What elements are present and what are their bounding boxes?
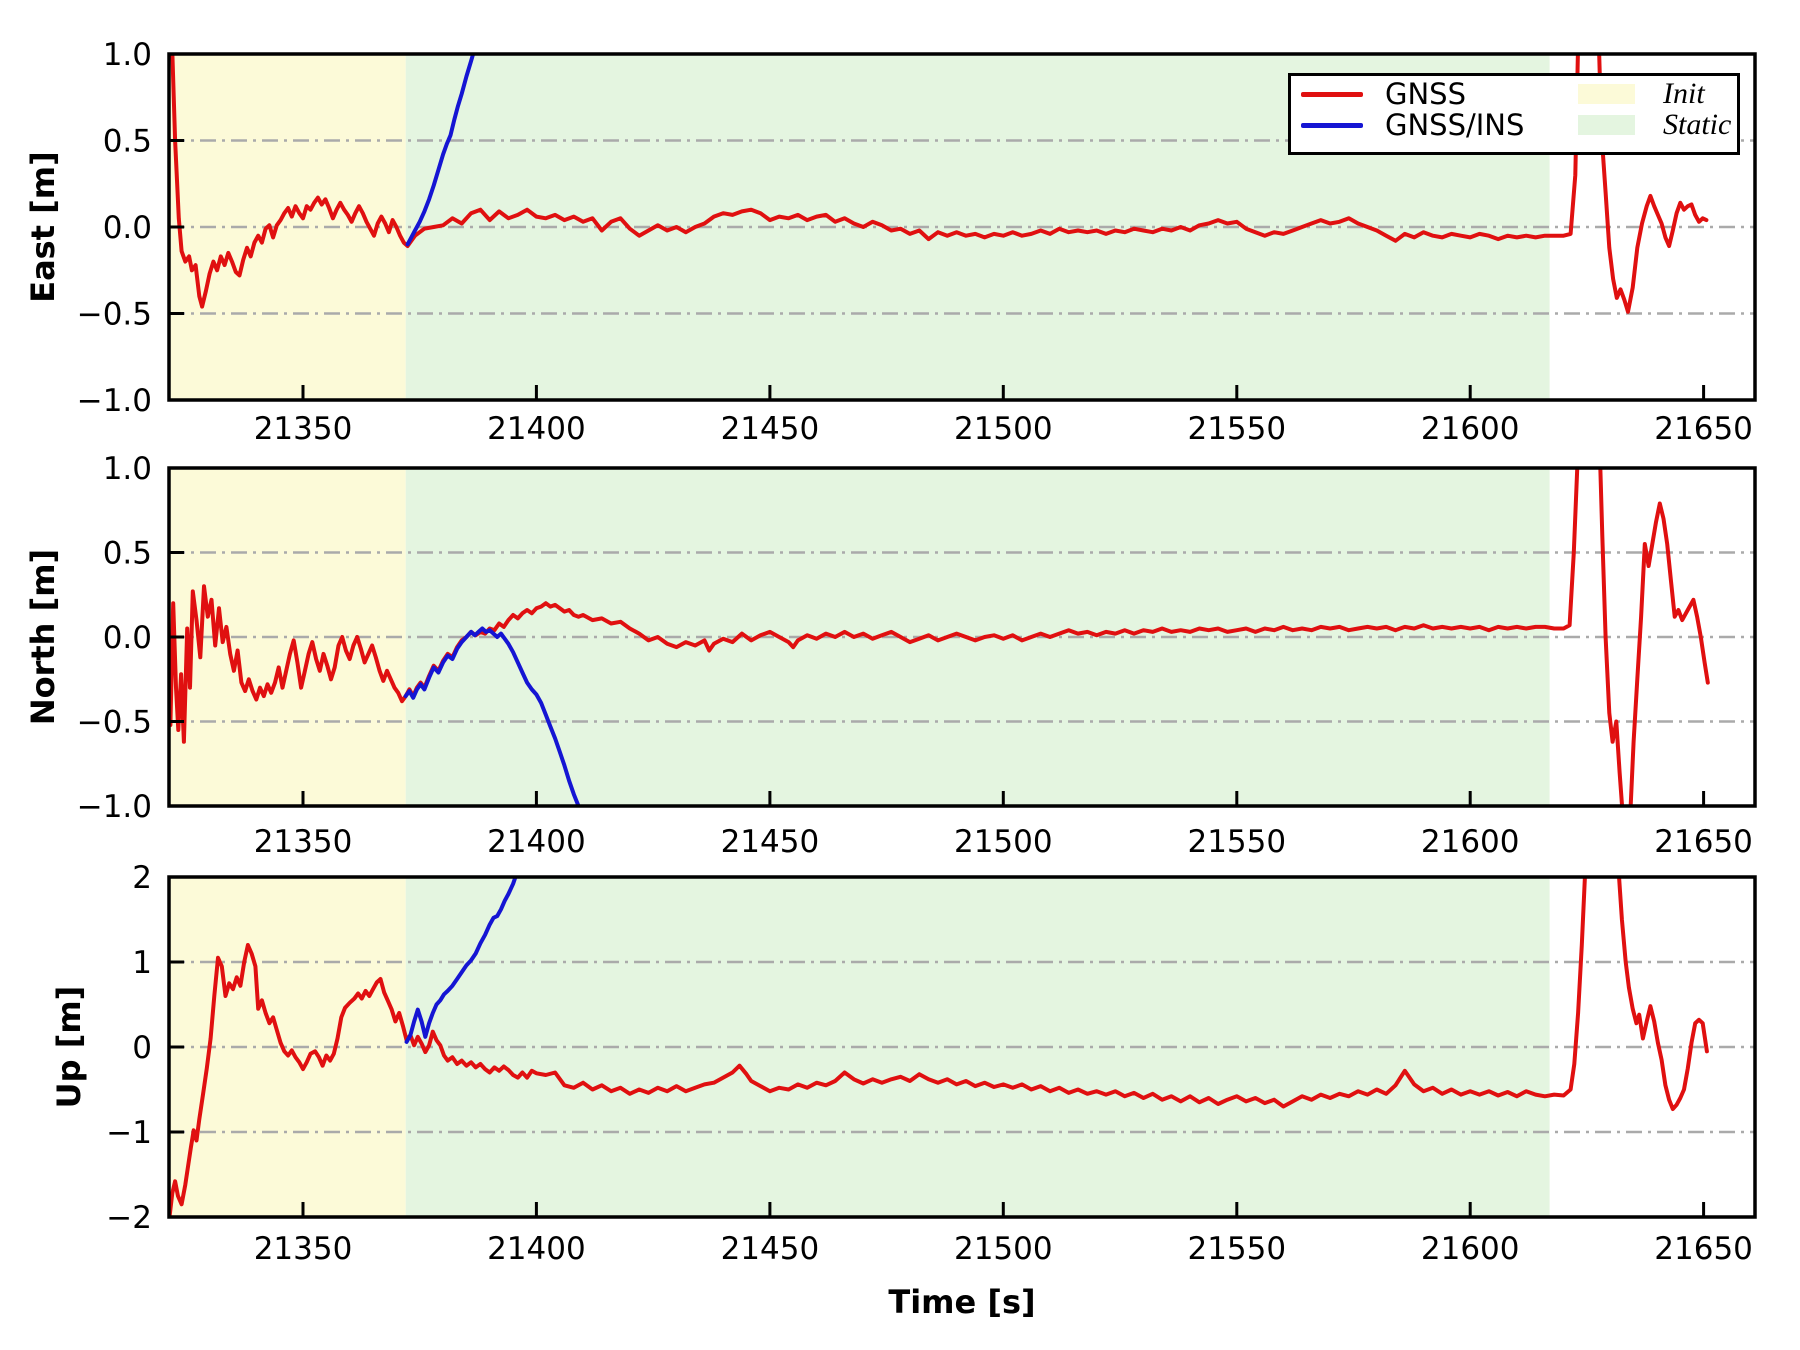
x-tick-label: 21450	[721, 824, 820, 860]
x-tick-label: 21550	[1187, 411, 1286, 447]
x-tick-label: 21400	[487, 824, 586, 860]
x-tick-label: 21500	[954, 1231, 1053, 1267]
y-tick-label: 2	[132, 860, 152, 896]
x-tick-label: 21500	[954, 824, 1053, 860]
x-tick-label: 21600	[1421, 411, 1520, 447]
y-tick-label: 0.0	[103, 620, 152, 656]
gnss-ins-line-north	[403, 626, 581, 806]
y-tick-label: −1.0	[77, 789, 152, 825]
y-tick-label: −0.5	[77, 705, 152, 741]
gnss-line-up	[169, 877, 1709, 1217]
x-axis-label: Time [s]	[888, 1283, 1035, 1321]
gnss-ins-line-up	[404, 877, 518, 1044]
y-tick-label: 0.5	[103, 124, 152, 160]
x-tick-label: 21450	[721, 1231, 820, 1267]
y-axis-label-north: North [m]	[24, 549, 62, 725]
legend-ins-label: GNSS/INS	[1385, 108, 1525, 142]
x-tick-label: 21550	[1187, 824, 1286, 860]
legend-ins-line-swatch	[1301, 123, 1363, 128]
x-tick-label: 21650	[1654, 411, 1753, 447]
y-tick-label: 0.5	[103, 536, 152, 572]
y-tick-label: 1.0	[103, 37, 152, 73]
y-axis-label-east: East [m]	[24, 151, 62, 303]
x-tick-label: 21600	[1421, 824, 1520, 860]
gnss-ins-line-east	[405, 54, 476, 247]
x-tick-label: 21350	[254, 411, 353, 447]
x-tick-label: 21400	[487, 411, 586, 447]
legend-init-label: Init	[1663, 77, 1705, 110]
y-tick-label: −1	[106, 1115, 152, 1151]
x-tick-label: 21450	[721, 411, 820, 447]
legend: GNSS GNSS/INS Init Static	[1288, 73, 1740, 155]
subplot-east: 21350 21400 21450 21500 21550 21600 21650 1.0 0.…	[24, 37, 1757, 447]
legend-static-label: Static	[1663, 108, 1732, 141]
x-tick-label: 21650	[1654, 1231, 1753, 1267]
x-tick-label: 21550	[1187, 1231, 1286, 1267]
legend-gnss-line-swatch	[1301, 92, 1363, 97]
y-tick-label: 0	[132, 1030, 152, 1066]
x-tick-label: 21500	[954, 411, 1053, 447]
legend-static-patch-swatch	[1578, 115, 1635, 135]
axes-box	[167, 52, 1757, 402]
y-tick-label: −1.0	[77, 383, 152, 419]
y-tick-label: 1	[132, 945, 152, 981]
subplot-north: 21350 21400 21450 21500 21550 21600 21650 1.0 0.…	[24, 451, 1757, 860]
y-axis-label-up: Up [m]	[50, 986, 88, 1109]
legend-gnss-label: GNSS	[1385, 77, 1466, 111]
y-tick-label: 1.0	[103, 451, 152, 487]
x-tick-label: 21350	[254, 1231, 353, 1267]
x-tick-label: 21600	[1421, 1231, 1520, 1267]
x-tick-label: 21350	[254, 824, 353, 860]
gnss-line-north	[169, 468, 1710, 806]
subplot-up: 21350 21400 21450 21500 21550 21600 21650 2 1 0 −1…	[50, 860, 1757, 1267]
y-tick-label: −0.5	[77, 297, 152, 333]
gnss-line-east	[170, 54, 1709, 314]
axes-box	[167, 466, 1757, 808]
y-tick-label: 0.0	[103, 210, 152, 246]
x-tick-label: 21400	[487, 1231, 586, 1267]
x-tick-label: 21650	[1654, 824, 1753, 860]
axes-box	[167, 875, 1757, 1219]
y-tick-label: −2	[106, 1200, 152, 1236]
legend-init-patch-swatch	[1578, 84, 1635, 104]
